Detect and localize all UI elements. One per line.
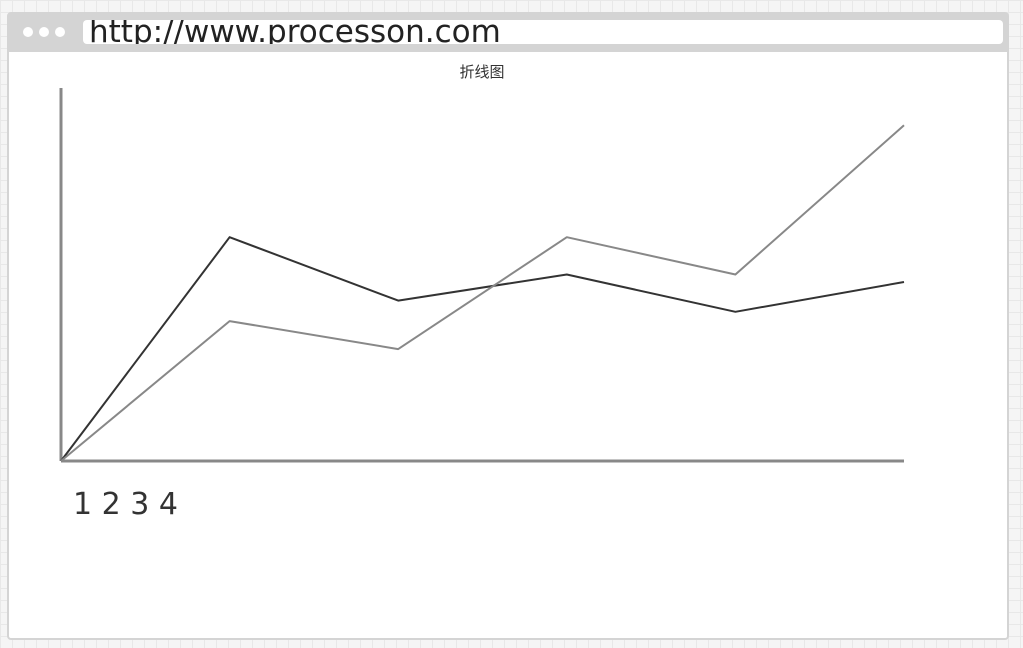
browser-window: http://www.processon.com 折线图 1 2 3 4	[7, 12, 1009, 640]
window-dot-icon[interactable]	[55, 26, 65, 37]
series-line-1	[60, 236, 905, 462]
browser-title-bar: http://www.processon.com	[9, 14, 1007, 52]
x-tick-labels: 1 2 3 4	[73, 487, 178, 522]
chart-title: 折线图	[459, 63, 504, 81]
window-dot-icon[interactable]	[39, 26, 49, 37]
url-text: http://www.processon.com	[89, 19, 501, 44]
series-layer	[60, 124, 905, 462]
window-dot-icon[interactable]	[23, 26, 33, 37]
address-bar[interactable]: http://www.processon.com	[83, 19, 1003, 44]
window-controls	[13, 26, 83, 37]
line-chart: 折线图 1 2 3 4	[59, 63, 905, 522]
series-line-2	[60, 124, 905, 462]
